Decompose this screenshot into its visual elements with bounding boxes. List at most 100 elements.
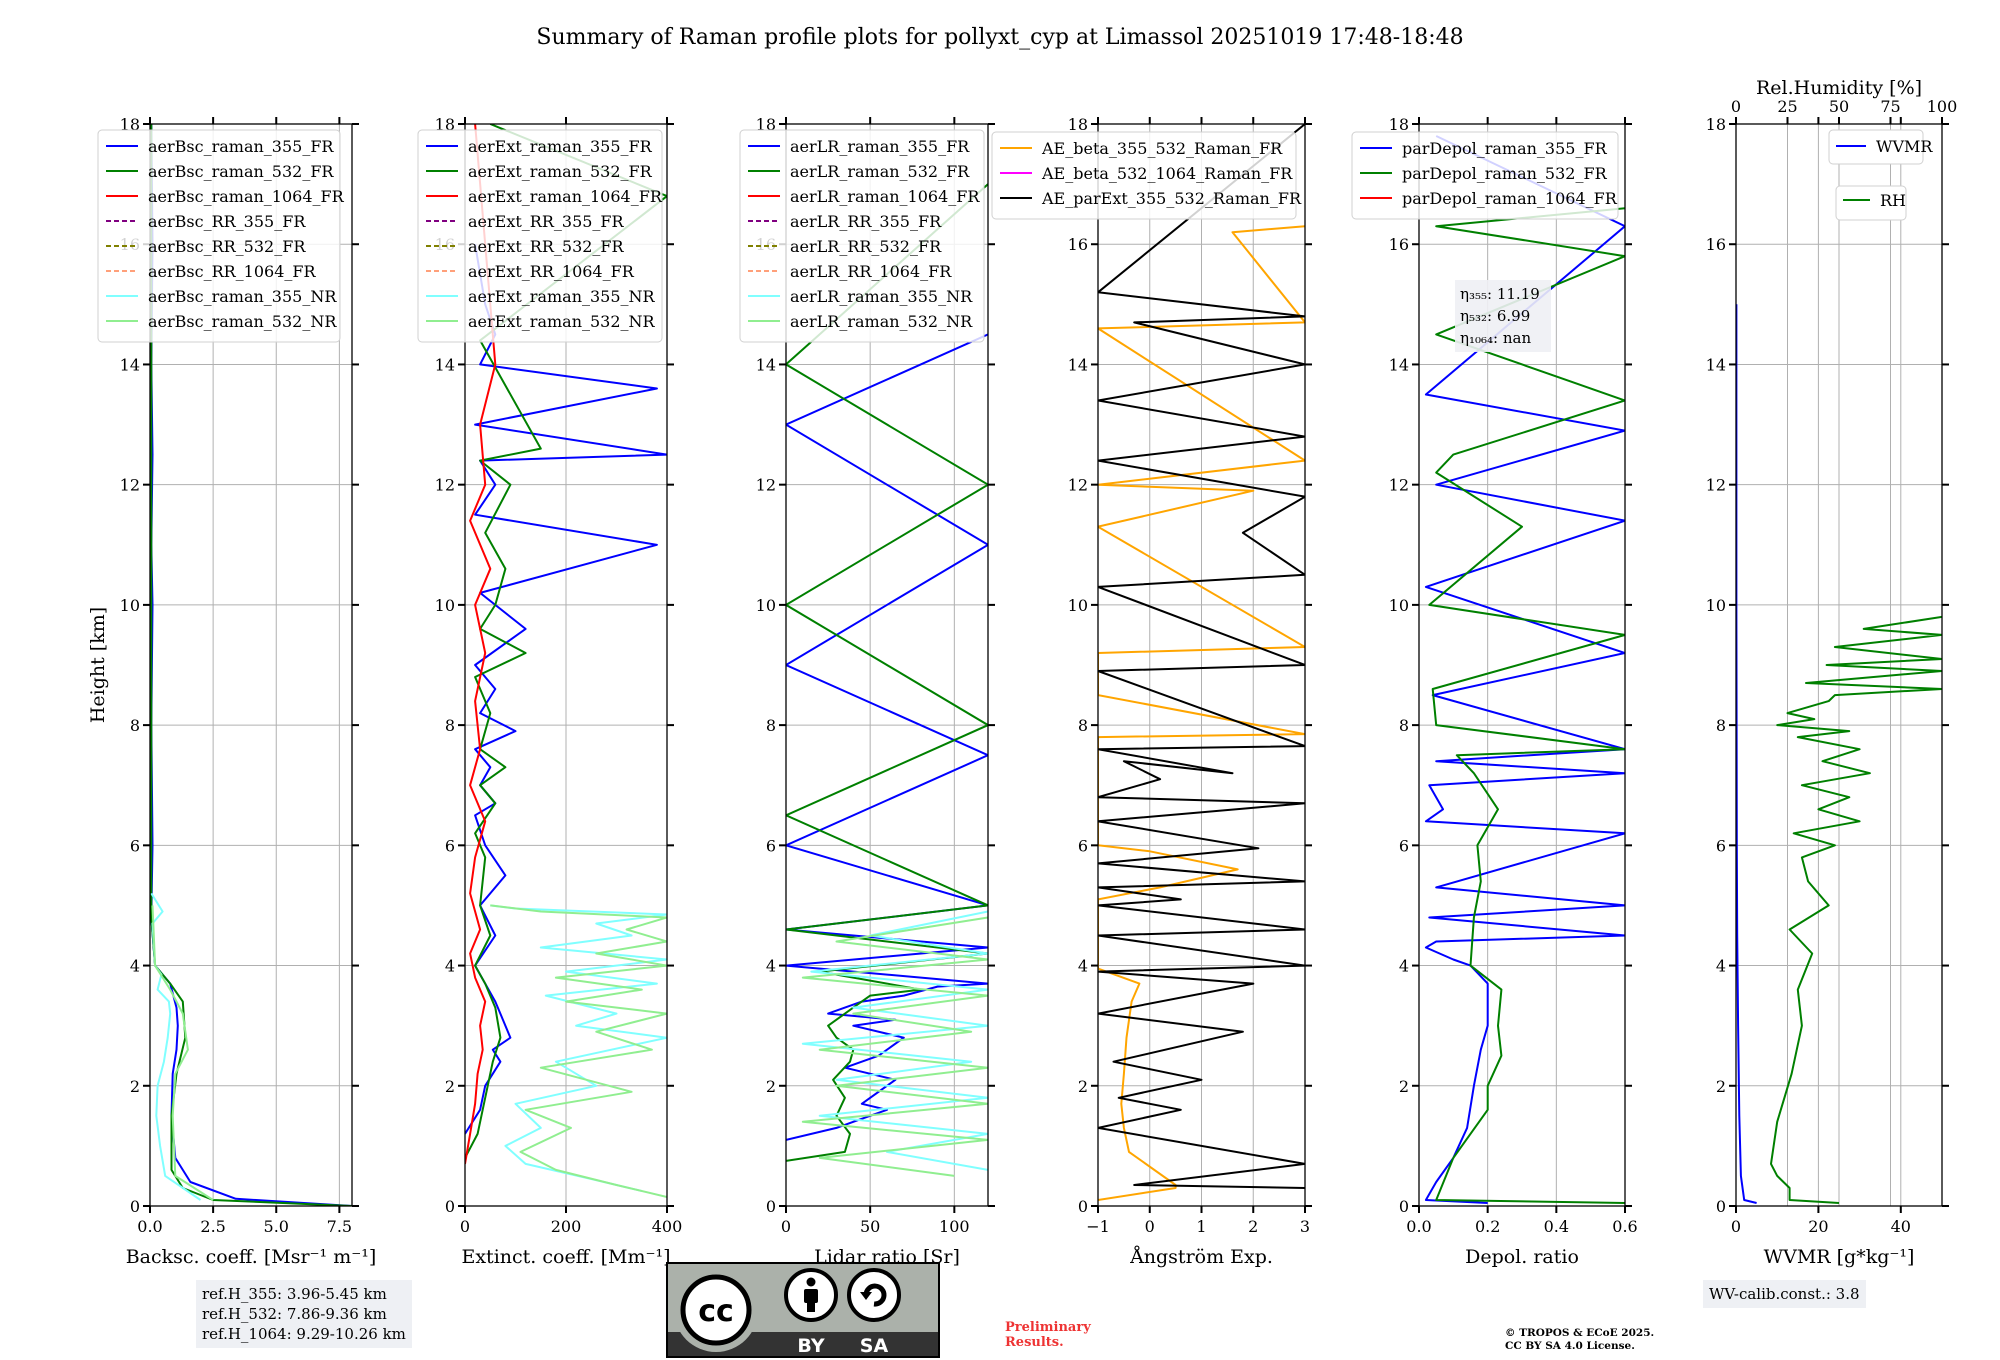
legend-frame xyxy=(1828,129,1924,165)
y-tick-label: 4 xyxy=(130,957,140,976)
y-tick-label: 18 xyxy=(1389,115,1409,134)
x-tick-label: 0 xyxy=(460,1217,470,1236)
panel-water_vapor: 0 2 4 6 8 10 12 14 16 18 0 20 40 WVMR [g*kg⁻¹] 0 25 50 75… xyxy=(1706,77,1958,1268)
legend-entry: aerExt_raman_1064_FR xyxy=(468,187,663,206)
x-tick-label: 0 xyxy=(1145,1217,1155,1236)
series-line-AE_beta_355_532_Raman_FR xyxy=(1098,225,1305,1201)
x-axis-label: Ångström Exp. xyxy=(1129,1246,1273,1268)
x-tick-label: 100 xyxy=(939,1217,970,1236)
legend-entry: aerBsc_raman_532_NR xyxy=(148,312,337,331)
figure-title: Summary of Raman profile plots for polly… xyxy=(536,25,1463,50)
y-tick-label: 8 xyxy=(766,716,776,735)
eta-annotation: η₃₅₅: 11.19 η₅₃₂: 6.99 η₁₀₆₄: nan xyxy=(1455,280,1551,352)
axes-frame xyxy=(1418,123,1626,1207)
x-tick-label: 0 xyxy=(1731,1217,1741,1236)
y-tick-label: 6 xyxy=(445,836,455,855)
series-line-aerLR_raman_532_FR xyxy=(786,183,988,1162)
legend-entry: aerBsc_RR_532_FR xyxy=(148,237,306,256)
legend: parDepol_raman_355_FR parDepol_raman_532_… xyxy=(1351,131,1619,220)
panel-depolarization: 0 2 4 6 8 10 12 14 16 18 0.0 0.2 0.4 0.6 Depol. ratio p… xyxy=(1351,115,1638,1268)
legend-entry: parDepol_raman_532_FR xyxy=(1402,164,1608,183)
legend-entry: aerLR_raman_1064_FR xyxy=(790,187,980,206)
legend-entry: aerExt_raman_532_FR xyxy=(468,162,653,181)
y-tick-label: 4 xyxy=(766,957,776,976)
y-tick-label: 6 xyxy=(1078,836,1088,855)
legend-entry: aerLR_RR_355_FR xyxy=(790,212,942,231)
annotation-line: η₁₀₆₄: nan xyxy=(1460,329,1531,347)
x-axis-label: Backsc. coeff. [Msr⁻¹ m⁻¹] xyxy=(126,1246,377,1268)
sa-arrowhead xyxy=(860,1292,872,1300)
preliminary-line-1: Preliminary xyxy=(1005,1320,1091,1335)
x-tick-label: 40 xyxy=(1891,1217,1911,1236)
sa-arrow xyxy=(863,1283,887,1307)
by-label: BY xyxy=(797,1335,824,1357)
y-tick-label: 8 xyxy=(130,716,140,735)
wv-calib-box: WV-calib.const.: 3.8 xyxy=(1703,1280,1866,1308)
x-tick-label: 1 xyxy=(1196,1217,1206,1236)
legend: aerBsc_raman_355_FR aerBsc_raman_532_FRae… xyxy=(97,129,345,343)
y-tick-label: 12 xyxy=(756,476,776,495)
x-tick-label: 400 xyxy=(652,1217,683,1236)
series-line-aerLR_raman_532_NR xyxy=(801,916,988,1177)
annotation-line: η₃₅₅: 11.19 xyxy=(1460,285,1540,303)
y-tick-label: 2 xyxy=(766,1077,776,1096)
x-tick-label: 5.0 xyxy=(264,1217,289,1236)
legend-rh: RH xyxy=(1835,185,1907,221)
wv-calib-text: WV-calib.const.: 3.8 xyxy=(1709,1285,1860,1303)
y-axis-label: Height [km] xyxy=(87,607,109,723)
legend-entry: aerExt_RR_532_FR xyxy=(468,237,625,256)
y-tick-label: 12 xyxy=(1068,476,1088,495)
y-tick-label: 0 xyxy=(130,1197,140,1216)
legend-entry: aerBsc_RR_1064_FR xyxy=(148,262,317,281)
preliminary-notice: Preliminary Results. xyxy=(1005,1320,1091,1350)
cc-by-sa-badge: cc BY SA xyxy=(666,1262,940,1358)
legend-frame xyxy=(417,129,663,343)
y-tick-label: 18 xyxy=(756,115,776,134)
top-x-tick-label: 0 xyxy=(1731,97,1741,116)
copyright-line-1: © TROPOS & ECoE 2025. xyxy=(1505,1327,1655,1339)
sa-share-icon xyxy=(847,1268,901,1322)
by-person-head xyxy=(806,1277,816,1287)
y-tick-label: 4 xyxy=(1078,957,1088,976)
y-tick-label: 14 xyxy=(1706,355,1726,374)
x-tick-label: −1 xyxy=(1086,1217,1110,1236)
legend-entry: AE_parExt_355_532_Raman_FR xyxy=(1041,189,1302,208)
x-axis-label: WVMR [g*kg⁻¹] xyxy=(1764,1246,1915,1268)
top-x-tick-label: 100 xyxy=(1927,97,1958,116)
y-tick-label: 10 xyxy=(435,596,455,615)
y-tick-label: 10 xyxy=(1706,596,1726,615)
x-tick-label: 3 xyxy=(1300,1217,1310,1236)
legend: aerExt_raman_355_FR aerExt_raman_532_FRae… xyxy=(417,129,663,343)
x-tick-label: 2.5 xyxy=(200,1217,225,1236)
legend-entry: aerBsc_raman_355_NR xyxy=(148,287,337,306)
y-tick-label: 6 xyxy=(1716,836,1726,855)
legend-entry: aerExt_raman_532_NR xyxy=(468,312,656,331)
y-tick-label: 8 xyxy=(1716,716,1726,735)
legend-entry: aerLR_RR_1064_FR xyxy=(790,262,952,281)
legend-entry: aerLR_raman_355_FR xyxy=(790,137,970,156)
y-tick-label: 2 xyxy=(1399,1077,1409,1096)
x-tick-label: 0.2 xyxy=(1475,1217,1500,1236)
y-tick-label: 16 xyxy=(1706,235,1726,254)
y-tick-label: 8 xyxy=(1078,716,1088,735)
series-line-aerExt_raman_532_FR xyxy=(465,124,667,1159)
series-line-WVMR xyxy=(1736,304,1757,1204)
ref-height-532: ref.H_532: 7.86-9.36 km xyxy=(202,1305,387,1323)
axes-frame xyxy=(149,123,353,1207)
legend-entry: aerLR_raman_532_NR xyxy=(790,312,973,331)
y-tick-label: 12 xyxy=(1389,476,1409,495)
y-tick-label: 14 xyxy=(1389,355,1409,374)
y-tick-label: 2 xyxy=(1716,1077,1726,1096)
series-line-aerLR_raman_355_FR xyxy=(786,333,988,1141)
series-line-AE_parExt_355_532_Raman_FR xyxy=(1098,124,1305,1189)
panel-extinction: 0246810121416180200400Extinct. coeff. [M… xyxy=(417,115,683,1268)
top-x-tick-label: 25 xyxy=(1777,97,1797,116)
y-tick-label: 12 xyxy=(1706,476,1726,495)
legend-entry: WVMR xyxy=(1876,137,1933,156)
by-person-body xyxy=(804,1289,818,1303)
legend-frame xyxy=(739,129,985,343)
y-tick-label: 10 xyxy=(120,596,140,615)
legend: aerLR_raman_355_FR aerLR_raman_532_FR aerL… xyxy=(739,129,985,343)
y-tick-label: 0 xyxy=(1078,1197,1088,1216)
